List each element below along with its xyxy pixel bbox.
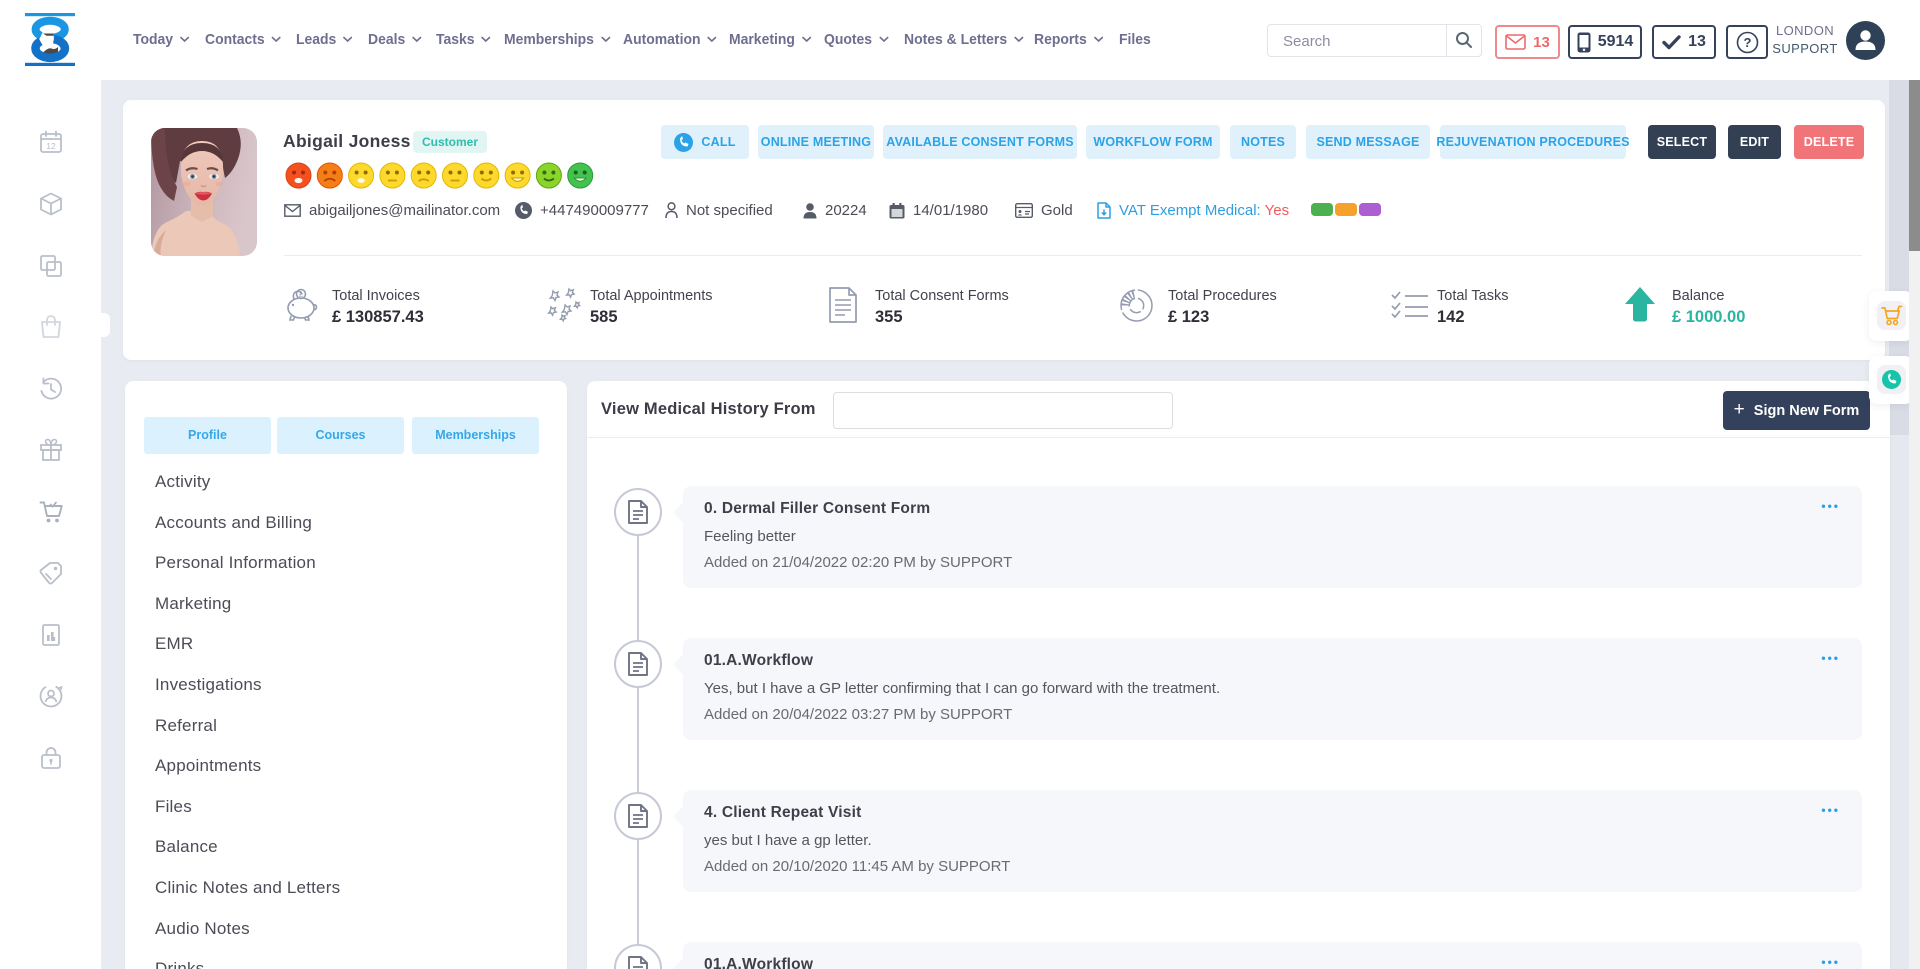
svg-text:12: 12 [46, 141, 56, 151]
svg-text:£: £ [299, 292, 303, 299]
svg-text:?: ? [1743, 35, 1751, 50]
